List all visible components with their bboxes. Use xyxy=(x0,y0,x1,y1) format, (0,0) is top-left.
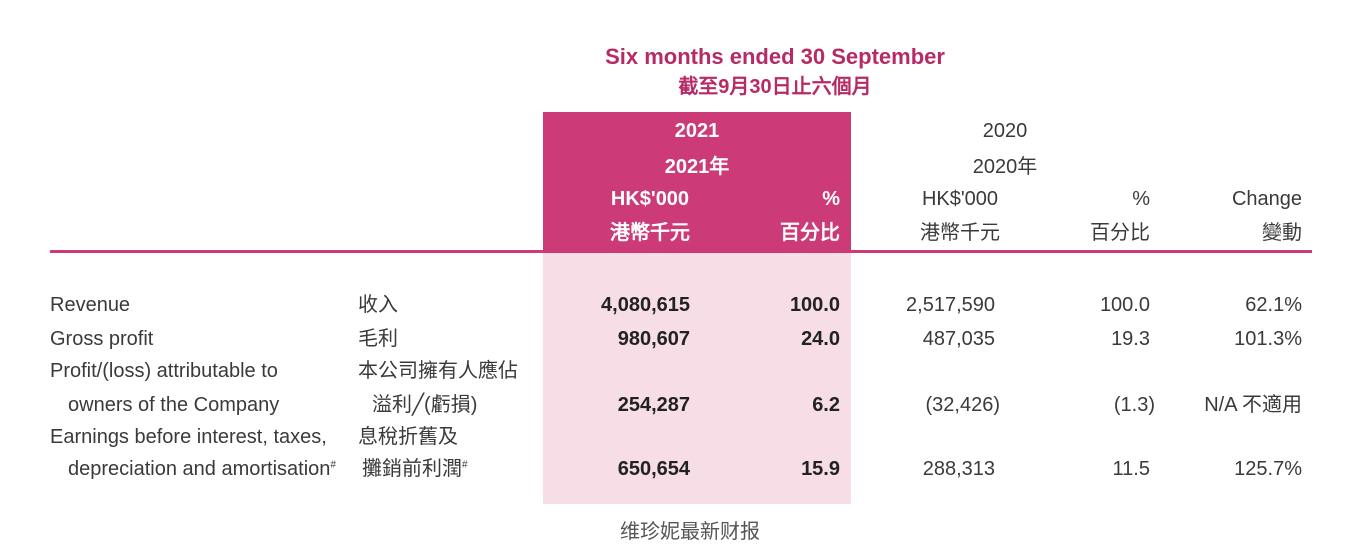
ebitda-2021-amount: 650,654 xyxy=(617,458,690,480)
period-title-en: Six months ended 30 September xyxy=(605,44,945,69)
row-label-en: Earnings before interest, taxes, xyxy=(50,426,327,448)
year-2021: 2021 xyxy=(674,120,720,142)
footer-caption: 维珍妮最新财报 xyxy=(620,521,760,543)
amount-unit-2021: HK$'000 xyxy=(610,188,690,210)
highlight-header-2021 xyxy=(543,112,851,252)
year-2020-zh: 2020年 xyxy=(972,156,1038,178)
revenue-2021-pct: 100.0 xyxy=(789,294,840,316)
year-2021-zh: 2021年 xyxy=(664,156,730,178)
row-label-en: Gross profit xyxy=(50,328,154,350)
row-label-en-cont: depreciation and amortisation# xyxy=(68,458,336,480)
change-header-zh: 變動 xyxy=(1262,222,1302,244)
ebitda-change: 125.7% xyxy=(1234,458,1302,480)
pct-unit-2021: % xyxy=(822,188,840,210)
row-label-zh: 毛利 xyxy=(358,328,398,350)
revenue-2020-amount: 2,517,590 xyxy=(906,294,995,316)
highlight-body-2021 xyxy=(543,252,851,504)
row-label-zh-cont: 攤銷前利潤# xyxy=(362,458,468,480)
year-2020: 2020 xyxy=(982,120,1028,142)
profit-2021-pct: 6.2 xyxy=(812,394,840,416)
row-label-zh: 收入 xyxy=(358,294,398,316)
pct-unit-2021-zh: 百分比 xyxy=(780,222,840,244)
gross-profit-2021-amount: 980,607 xyxy=(617,328,690,350)
revenue-2020-pct: 100.0 xyxy=(1099,294,1150,316)
pct-unit-2020-zh: 百分比 xyxy=(1090,222,1150,244)
revenue-2021-amount: 4,080,615 xyxy=(601,294,690,316)
row-label-en: Revenue xyxy=(50,294,131,316)
pct-unit-2020: % xyxy=(1132,188,1150,210)
gross-profit-change: 101.3% xyxy=(1234,328,1302,350)
row-label-zh: 本公司擁有人應佔 xyxy=(358,360,518,382)
gross-profit-2021-pct: 24.0 xyxy=(801,328,840,350)
ebitda-2020-pct: 11.5 xyxy=(1112,458,1150,480)
profit-2020-amount: (32,426) xyxy=(925,394,1001,416)
ebitda-2021-pct: 15.9 xyxy=(801,458,840,480)
amount-unit-2021-zh: 港幣千元 xyxy=(610,222,690,244)
period-title-zh: 截至9月30日止六個月 xyxy=(678,76,872,98)
row-label-zh: 息稅折舊及 xyxy=(358,426,458,448)
row-label-zh-cont: 溢利╱(虧損) xyxy=(372,394,478,416)
profit-change: N/A 不適用 xyxy=(1204,394,1302,416)
header-rule xyxy=(50,250,1312,253)
row-label-en: Profit/(loss) attributable to xyxy=(50,360,278,382)
gross-profit-2020-amount: 487,035 xyxy=(922,328,995,350)
footnote-mark-zh: # xyxy=(462,459,468,471)
revenue-change: 62.1% xyxy=(1245,294,1302,316)
amount-unit-2020: HK$'000 xyxy=(921,188,999,210)
profit-2021-amount: 254,287 xyxy=(617,394,690,416)
amount-unit-2020-zh: 港幣千元 xyxy=(920,222,1000,244)
profit-2020-pct: (1.3) xyxy=(1113,394,1155,416)
footnote-mark: # xyxy=(330,459,336,471)
gross-profit-2020-pct: 19.3 xyxy=(1111,328,1150,350)
row-label-en-cont: owners of the Company xyxy=(68,394,280,416)
change-header: Change xyxy=(1231,188,1302,210)
ebitda-2020-amount: 288,313 xyxy=(922,458,995,480)
